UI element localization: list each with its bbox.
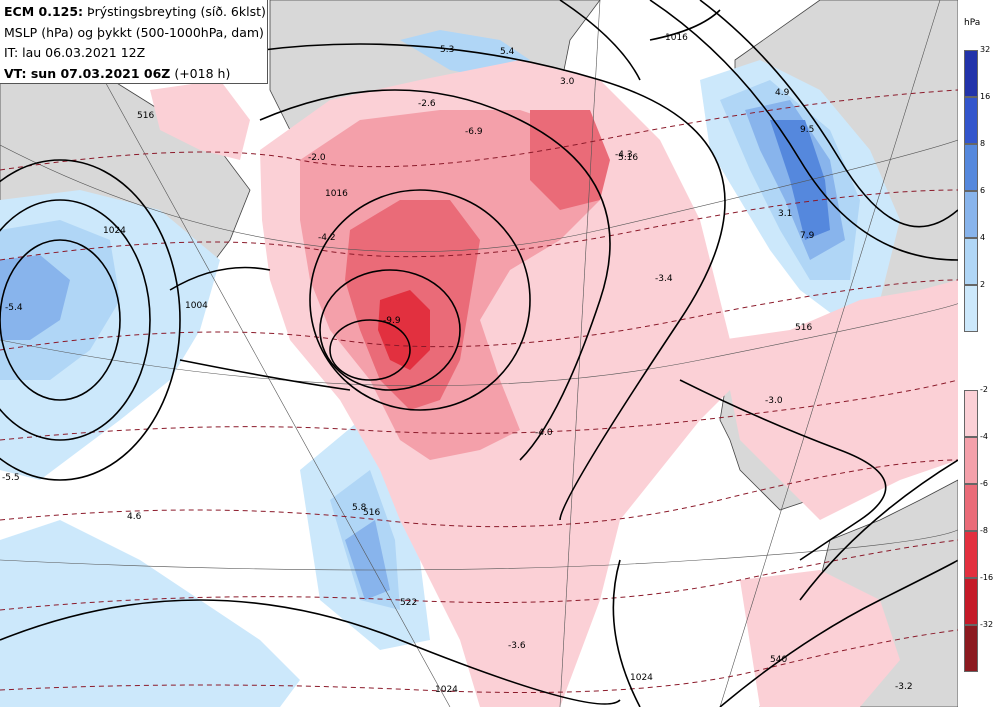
contour-label: 540 — [770, 655, 787, 665]
fall-legend-label: -2 — [980, 385, 988, 394]
contour-labels: 1024 1016 1004 1024 1016 1024 -5.4 -2.0 … — [2, 33, 913, 695]
init-time: IT: lau 06.03.2021 12Z — [4, 45, 146, 60]
rise-area-norway-8 — [770, 120, 830, 240]
rise-legend-swatch — [964, 144, 978, 191]
legend-unit: hPa — [964, 18, 981, 28]
rise-legend-swatch — [964, 238, 978, 285]
fall-area-north-6 — [530, 110, 610, 210]
rise-area-northsea — [0, 520, 300, 707]
rise-legend-swatch — [964, 191, 978, 238]
contour-label: -3.2 — [895, 682, 913, 692]
fall-legend-label: -16 — [980, 573, 994, 582]
rise-legend-label: 8 — [980, 139, 986, 148]
contour-label: -3.0 — [765, 396, 783, 406]
contour-label: 3.1 — [778, 209, 792, 219]
contour-label: 5.16 — [618, 153, 638, 163]
rise-legend-label: 16 — [980, 92, 991, 101]
rise-legend-label: 2 — [980, 280, 986, 289]
contour-label: 1024 — [630, 673, 653, 683]
contour-label: -4.2 — [318, 233, 336, 243]
rise-legend-swatch — [964, 285, 978, 332]
map-area: 1024 1016 1004 1024 1016 1024 -5.4 -2.0 … — [0, 0, 958, 707]
rise-legend-label: 4 — [980, 233, 986, 242]
rise-legend-swatch — [964, 50, 978, 97]
contour-label: 3.0 — [560, 77, 575, 87]
contour-label: 5.8 — [352, 503, 367, 513]
valid-time: VT: sun 07.03.2021 06Z — [4, 65, 171, 81]
contour-label: 4.9 — [775, 88, 790, 98]
contour-label: -5.4 — [5, 303, 23, 313]
contour-label: 516 — [363, 508, 380, 518]
contour-label: -9.9 — [383, 316, 401, 326]
rise-legend-label: 6 — [980, 186, 986, 195]
fall-legend-label: -32 — [980, 620, 994, 629]
contour-label: -3.4 — [655, 274, 673, 284]
model-name: ECM 0.125: — [4, 4, 84, 19]
contour-label: 516 — [137, 111, 154, 121]
fall-area-east — [720, 280, 958, 520]
fall-legend-swatch — [964, 578, 978, 625]
contour-label: -6.9 — [465, 127, 483, 137]
rise-legend-label: 32 — [980, 45, 991, 54]
thickness-contours — [0, 89, 958, 693]
fall-legend-swatch — [964, 484, 978, 531]
forecast-hour: (+018 h) — [170, 65, 231, 81]
contour-label: 1016 — [665, 33, 688, 43]
fall-legend-swatch — [964, 625, 978, 672]
contour-label: 1024 — [103, 226, 126, 236]
valid-time-line: VT: sun 07.03.2021 06Z (+018 h) — [4, 64, 267, 85]
contour-label: 1004 — [185, 301, 208, 311]
contour-label: 1024 — [435, 685, 458, 695]
fall-legend-label: -4 — [980, 432, 988, 441]
contour-label: 1016 — [325, 189, 348, 199]
contour-label: 9.5 — [800, 125, 814, 135]
isobars — [0, 0, 958, 707]
title-line: ECM 0.125: Þrýstingsbreyting (síð. 6klst… — [4, 2, 267, 23]
field-name: Þrýstingsbreyting (síð. 6klst) — [83, 4, 266, 19]
fall-legend-swatch — [964, 390, 978, 437]
contour-label: 522 — [400, 598, 417, 608]
contour-label: 5.4 — [500, 47, 515, 57]
contour-label: -2.6 — [418, 99, 436, 109]
contour-label: 516 — [795, 323, 812, 333]
contour-label: -4.0 — [535, 428, 553, 438]
fall-area-8 — [378, 290, 430, 370]
contour-label: -5.5 — [2, 473, 20, 483]
contour-label: -3.6 — [508, 641, 526, 651]
contour-label: -4.3 — [615, 150, 633, 160]
contour-label: 5.3 — [440, 45, 454, 55]
contour-label: 4.6 — [127, 512, 142, 522]
rise-legend-swatch — [964, 97, 978, 144]
rise-area-west-6 — [0, 255, 70, 340]
pressure-fall-areas — [150, 60, 958, 707]
subtitle-line: MSLP (hPa) og þykkt (500-1000hPa, dam) — [4, 24, 264, 40]
pressure-change-map: 1024 1016 1004 1024 1016 1024 -5.4 -2.0 … — [0, 0, 958, 707]
fall-area-west — [150, 80, 250, 160]
fall-legend-swatch — [964, 437, 978, 484]
fall-legend-swatch — [964, 531, 978, 578]
contour-label: -2.0 — [308, 153, 326, 163]
rise-area-south-6 — [345, 520, 390, 600]
fall-legend-label: -6 — [980, 479, 988, 488]
map-info-box: ECM 0.125: Þrýstingsbreyting (síð. 6klst… — [0, 0, 268, 84]
fall-legend-label: -8 — [980, 526, 988, 535]
fall-area-southeast — [740, 570, 900, 707]
contour-label: 7.9 — [800, 231, 815, 241]
